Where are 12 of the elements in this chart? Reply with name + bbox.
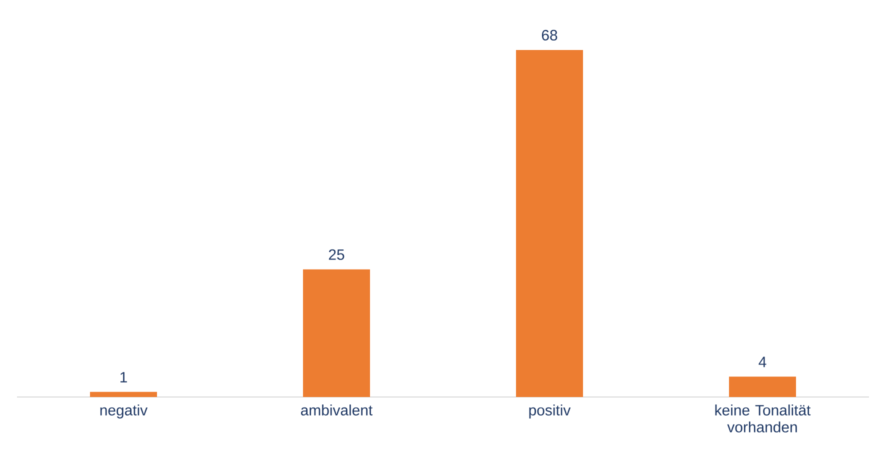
- x-tick-label: positiv: [529, 404, 571, 418]
- bar: [90, 392, 157, 397]
- data-label: 68: [542, 30, 558, 40]
- x-tick-label: ambivalent: [301, 404, 373, 416]
- x-tick-label: negativ: [100, 404, 148, 418]
- bar: [516, 50, 584, 397]
- bar: [303, 269, 370, 397]
- bar: [729, 376, 796, 397]
- data-label: 1: [120, 372, 127, 382]
- x-tick-label: keine Tonalität vorhanden: [715, 404, 811, 432]
- data-label: 25: [328, 249, 344, 260]
- data-label: 4: [758, 356, 766, 368]
